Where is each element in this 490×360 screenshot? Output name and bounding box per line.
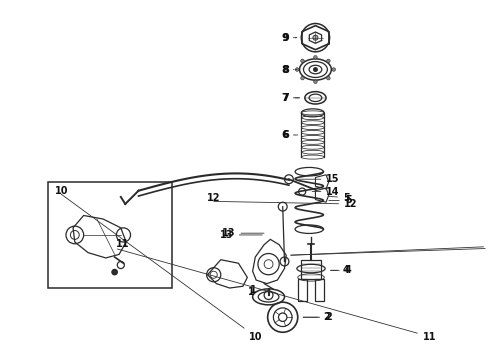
Text: 9: 9 — [283, 33, 297, 43]
Text: 13: 13 — [220, 230, 262, 240]
Text: 5: 5 — [329, 193, 350, 203]
Bar — [49, 182, 172, 288]
Bar — [301, 260, 321, 279]
Circle shape — [295, 68, 299, 71]
Circle shape — [332, 68, 336, 71]
Text: 11: 11 — [116, 239, 129, 249]
Text: 5: 5 — [329, 195, 351, 206]
Text: 9: 9 — [281, 33, 297, 43]
Circle shape — [301, 76, 304, 80]
Circle shape — [327, 76, 330, 80]
Circle shape — [313, 35, 318, 40]
Circle shape — [314, 68, 317, 71]
Text: 6: 6 — [283, 130, 298, 140]
Text: 8: 8 — [281, 64, 294, 75]
Text: 2: 2 — [303, 312, 330, 322]
Circle shape — [314, 55, 317, 59]
Text: 10: 10 — [55, 186, 69, 196]
Text: 7: 7 — [283, 93, 299, 103]
Circle shape — [327, 59, 330, 63]
Text: 12: 12 — [207, 193, 220, 203]
Text: 1: 1 — [248, 287, 255, 297]
Circle shape — [314, 80, 317, 84]
Text: 7: 7 — [281, 93, 299, 103]
Circle shape — [301, 59, 304, 63]
Text: 12: 12 — [214, 199, 358, 209]
Text: 8: 8 — [283, 64, 297, 75]
Text: 10: 10 — [61, 194, 263, 342]
Text: 11: 11 — [117, 249, 436, 342]
Circle shape — [112, 269, 117, 275]
Text: 6: 6 — [281, 130, 295, 140]
Text: 13: 13 — [222, 228, 264, 238]
Text: 15: 15 — [299, 174, 340, 184]
Text: 3: 3 — [291, 242, 490, 255]
Text: 1: 1 — [250, 285, 257, 295]
Text: 2: 2 — [303, 312, 332, 322]
Text: 4: 4 — [331, 265, 350, 275]
Text: 3: 3 — [291, 243, 490, 255]
Text: 4: 4 — [331, 265, 351, 275]
Text: 14: 14 — [312, 186, 340, 197]
